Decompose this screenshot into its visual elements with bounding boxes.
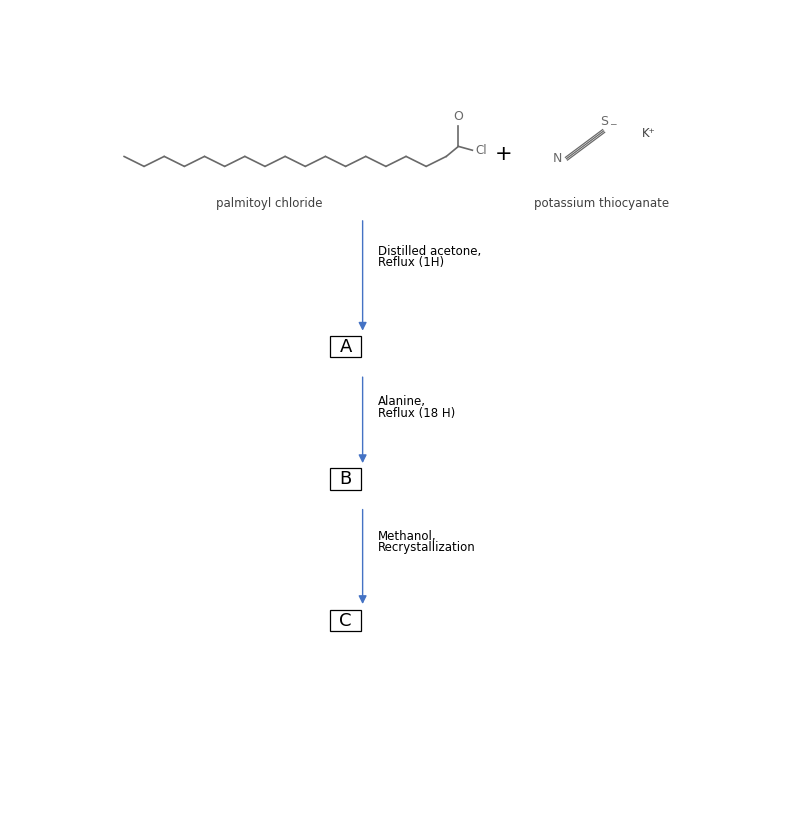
Bar [330,469,361,490]
Text: N: N [553,152,561,165]
Text: O: O [454,110,463,123]
Text: Methanol,: Methanol, [378,530,437,543]
Text: K⁺: K⁺ [642,127,655,140]
Text: −: − [609,119,617,128]
Text: C: C [339,612,352,630]
Bar [330,336,361,358]
Text: +: + [495,144,512,164]
Text: potassium thiocyanate: potassium thiocyanate [534,197,668,210]
Text: palmitoyl chloride: palmitoyl chloride [216,197,323,210]
Text: Distilled acetone,: Distilled acetone, [378,245,481,258]
Text: S: S [600,115,607,128]
Text: Reflux (1H): Reflux (1H) [378,256,444,270]
Text: B: B [339,470,352,488]
Text: A: A [339,338,352,356]
Text: Alanine,: Alanine, [378,395,426,408]
Bar [330,610,361,631]
Text: Cl: Cl [476,144,487,157]
Text: Reflux (18 H): Reflux (18 H) [378,407,455,420]
Text: Recrystallization: Recrystallization [378,542,476,554]
